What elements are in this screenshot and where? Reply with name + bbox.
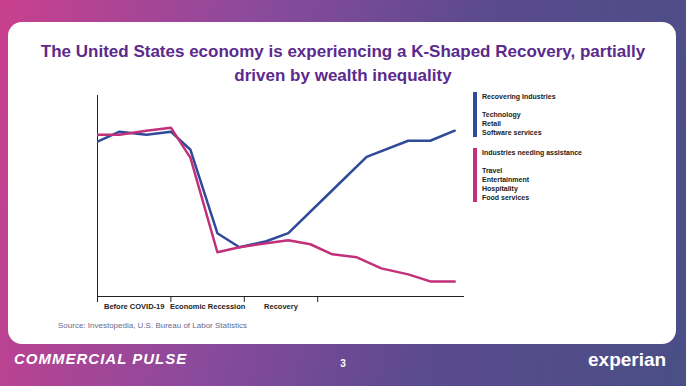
html-text:Recovering Industries: Recovering Industries (482, 93, 556, 100)
html-text:COMMERCIAL PULSE: COMMERCIAL PULSE (14, 350, 188, 367)
html-text:Food services: Food services (482, 194, 530, 201)
svg-text:Recovery: Recovery (264, 302, 299, 311)
html-text:Hospitality: Hospitality (482, 185, 518, 192)
html-text:Entertainment: Entertainment (482, 176, 530, 183)
html-text:Retail: Retail (482, 120, 502, 127)
html-text:Technology: Technology (482, 111, 521, 118)
html-text:Industries needing assistance: Industries needing assistance (482, 149, 582, 156)
html-text:The United States economy is e: The United States economy is experiencin… (40, 42, 646, 85)
html-text:3: 3 (340, 358, 346, 369)
svg-text:Before COVID-19: Before COVID-19 (104, 302, 164, 311)
html-text:Software services: Software services (482, 129, 542, 136)
html-text:Travel: Travel (482, 167, 503, 174)
html-text:Source: Investopedia, U.S. Bur: Source: Investopedia, U.S. Bureau of Lab… (58, 321, 247, 330)
html-text:experian: experian (588, 349, 667, 370)
svg-text:Economic Recession: Economic Recession (170, 302, 246, 311)
